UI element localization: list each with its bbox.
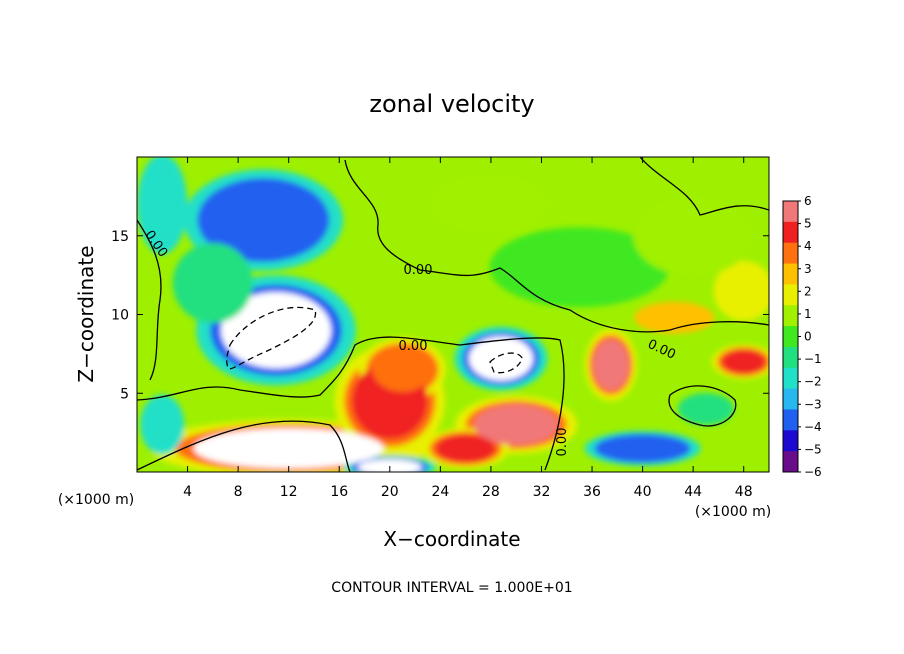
x-axis: 4 8 12 16 20 24 28 32 36 40 44 48 (183, 157, 753, 500)
colorbar-swatch (783, 242, 798, 265)
field-core (489, 227, 670, 308)
colorbar-tick-label: −6 (804, 465, 822, 479)
contour-lines (137, 157, 769, 472)
field-core (430, 174, 551, 235)
x-tick-label: 40 (634, 484, 652, 500)
chart-title: zonal velocity (369, 90, 534, 118)
colorbar-swatch (783, 305, 798, 327)
colorbar: 6 5 4 3 2 1 0 −1 −2 −3 −4 −5 −6 (782, 194, 822, 479)
contour-label: 0.00 (399, 339, 428, 354)
field-core (713, 260, 769, 321)
field-core (469, 336, 534, 381)
field-core (634, 301, 715, 334)
colorbar-swatch (783, 326, 798, 348)
x-unit-label: (×1000 m) (695, 504, 771, 520)
field-core (372, 347, 433, 392)
colorbar-tick-label: −1 (804, 352, 822, 366)
colorbar-tick-label: 3 (804, 262, 812, 276)
field-core (435, 434, 496, 463)
field-core (137, 157, 188, 255)
field-core (677, 393, 734, 425)
contour-zero-mid (137, 336, 565, 471)
colorbar-swatch (783, 263, 798, 285)
x-tick-label: 36 (583, 484, 601, 500)
colorbar-swatch (783, 451, 798, 473)
colorbar-tick-label: −2 (804, 375, 822, 389)
colorbar-tick-label: 6 (804, 194, 812, 208)
field-core (221, 292, 332, 369)
contour-zero-right-blob (668, 385, 737, 427)
y-tick-label: 10 (111, 308, 129, 324)
field-core (140, 394, 185, 455)
field-core (474, 404, 559, 445)
colorbar-tick-label: −3 (804, 397, 822, 411)
colorbar-swatch (783, 346, 798, 369)
colorbar-tick-label: 0 (804, 330, 812, 344)
colorbar-swatch (783, 388, 798, 410)
colorbar-tick-label: 4 (804, 239, 812, 253)
contour-zero-top-right (639, 157, 769, 216)
field-core (172, 243, 253, 323)
x-tick-label: 4 (183, 484, 192, 500)
colorbar-swatch (783, 430, 798, 452)
plot-area (137, 157, 769, 472)
y-axis: 5 10 15 (111, 229, 769, 402)
velocity-field (137, 157, 769, 472)
x-tick-label: 20 (381, 484, 399, 500)
field-core (721, 349, 766, 374)
y-tick-label: 5 (120, 386, 129, 402)
field-core (633, 195, 754, 276)
y-axis-label: Z−coordinate (74, 245, 98, 382)
field-core (602, 436, 683, 461)
x-tick-label: 28 (482, 484, 500, 500)
colorbar-tick-label: −4 (804, 420, 822, 434)
x-axis-label: X−coordinate (383, 527, 520, 551)
x-tick-label: 8 (234, 484, 243, 500)
x-tick-label: 48 (735, 484, 753, 500)
contour-zero-upper (344, 159, 769, 333)
colorbar-swatch (783, 367, 798, 390)
colorbar-tick-label: 5 (804, 217, 812, 231)
contour-zero-low (137, 420, 351, 472)
field-core (593, 339, 629, 390)
y-tick-label: 15 (111, 229, 129, 245)
z-unit-label: (×1000 m) (58, 492, 134, 508)
contour-label: 0.00 (555, 428, 570, 457)
x-tick-label: 24 (431, 484, 449, 500)
contour-label: 0.00 (404, 263, 433, 278)
colorbar-swatch (783, 409, 798, 431)
contour-neg-core (226, 306, 317, 370)
field-core (357, 459, 422, 472)
colorbar-tick-label: −5 (804, 442, 822, 456)
x-tick-label: 16 (330, 484, 348, 500)
x-tick-label: 32 (533, 484, 551, 500)
colorbar-tick-label: 1 (804, 307, 812, 321)
colorbar-swatch (783, 284, 798, 306)
contour-zero-left (137, 219, 162, 381)
x-tick-label: 12 (280, 484, 298, 500)
contour-interval-note: CONTOUR INTERVAL = 1.000E+01 (331, 580, 572, 596)
contour-neg-mid (489, 352, 523, 374)
colorbar-swatch (783, 201, 798, 223)
field-core (208, 185, 319, 255)
field-core (193, 428, 384, 469)
x-tick-label: 44 (684, 484, 702, 500)
colorbar-tick-label: 2 (804, 284, 812, 298)
colorbar-swatch (783, 221, 798, 244)
